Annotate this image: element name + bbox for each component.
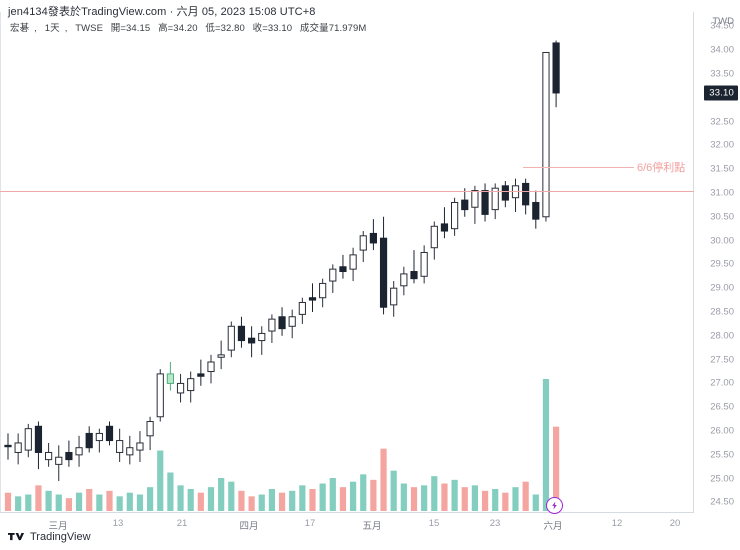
price-tick: 28.00 <box>710 330 734 342</box>
tradingview-mark-icon <box>8 532 25 542</box>
time-tick: 15 <box>428 518 440 529</box>
time-tick: 六月 <box>543 521 563 532</box>
time-tick: 17 <box>304 518 316 529</box>
take-profit-label[interactable]: 6/6停利點 <box>634 158 686 175</box>
price-tick: 32.50 <box>710 116 734 128</box>
price-tick: 29.50 <box>710 258 734 270</box>
price-axis[interactable]: TWD 34.5034.0033.5033.0032.5032.0031.503… <box>695 12 740 512</box>
author-attribution-line: jen4134發表於TradingView.com · 六月 05, 2023 … <box>8 6 316 18</box>
legend-interval[interactable]: 1天 <box>44 23 60 34</box>
price-tick: 24.50 <box>710 496 734 508</box>
price-tick: 27.50 <box>710 354 734 366</box>
price-tick: 28.50 <box>710 306 734 318</box>
price-tick: 33.50 <box>710 68 734 80</box>
legend-high: 高=34.20 <box>158 23 198 34</box>
time-axis-separator <box>0 512 694 513</box>
price-tick: 32.00 <box>710 139 734 151</box>
time-tick: 12 <box>611 518 623 529</box>
tradingview-brand-text: TradingView <box>30 531 91 543</box>
time-tick: 四月 <box>239 521 259 532</box>
chart-legend: 宏碁, 1天, TWSE 開=34.15 高=34.20 低=32.80 收=3… <box>10 20 371 34</box>
price-tick: 25.50 <box>710 449 734 461</box>
legend-open: 開=34.15 <box>110 23 151 34</box>
take-profit-trend-line[interactable] <box>523 166 683 169</box>
time-tick: 21 <box>176 518 188 529</box>
price-tick: 26.50 <box>710 401 734 413</box>
price-tick: 31.00 <box>710 187 734 199</box>
last-price-badge: 33.10 <box>704 85 738 101</box>
currency-label: TWD <box>712 16 734 27</box>
price-tick: 26.00 <box>710 425 734 437</box>
legend-volume: 成交量71.979M <box>299 23 367 34</box>
legend-sep-2: , <box>64 23 68 34</box>
price-tick: 30.00 <box>710 235 734 247</box>
legend-symbol[interactable]: 宏碁 <box>10 23 30 34</box>
time-tick: 三月 <box>48 521 68 532</box>
price-tick: 25.00 <box>710 473 734 485</box>
legend-exchange: TWSE <box>75 23 104 34</box>
support-horizontal-line[interactable] <box>0 190 694 193</box>
price-tick: 27.00 <box>710 377 734 389</box>
time-axis[interactable]: 三月 13 21 四月 17 五月 15 23 六月 12 20 <box>0 513 694 533</box>
chart-pane[interactable] <box>0 12 694 512</box>
legend-low: 低=32.80 <box>205 23 245 34</box>
time-tick: 13 <box>112 518 124 529</box>
price-tick: 34.00 <box>710 44 734 56</box>
price-tick: 31.50 <box>710 163 734 175</box>
legend-sep-1: , <box>34 23 37 34</box>
bolt-glyph <box>552 501 557 510</box>
time-tick: 五月 <box>362 521 382 532</box>
tradingview-logo: TradingView <box>8 531 91 543</box>
time-tick: 20 <box>669 518 681 529</box>
lightning-bolt-icon[interactable] <box>546 497 564 514</box>
legend-close: 收=33.10 <box>252 23 293 34</box>
price-tick: 34.50 <box>710 20 734 32</box>
time-tick: 23 <box>489 518 501 529</box>
price-tick: 30.50 <box>710 211 734 223</box>
price-tick: 29.00 <box>710 282 734 294</box>
